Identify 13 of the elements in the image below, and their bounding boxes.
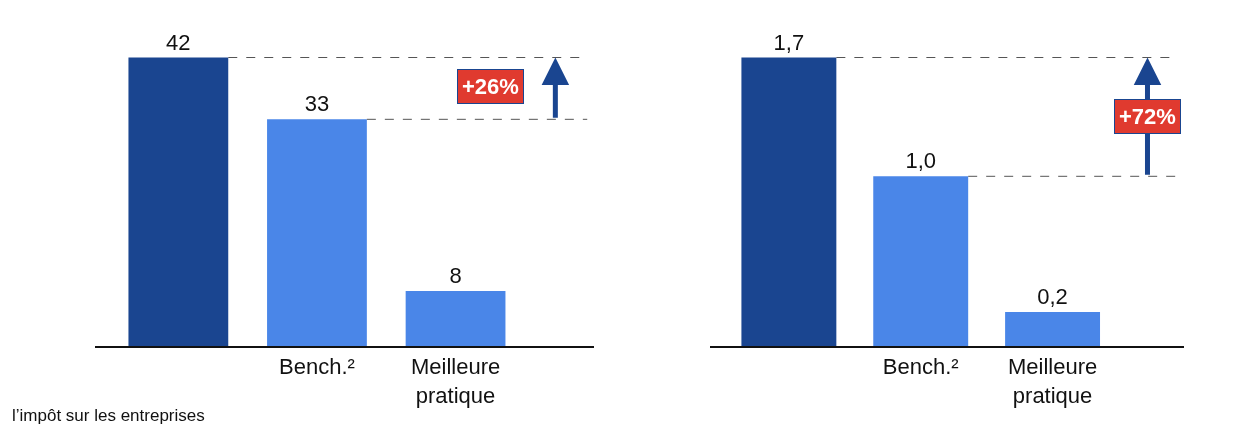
x-tick-label: Meilleure pratique [1007,354,1098,408]
data-label: 1,7 [773,29,805,55]
text: l’impôt sur les entreprises [12,406,205,425]
x-tick-label: Meilleure pratique [410,354,501,408]
annotation: +72% [1119,104,1176,129]
data-label: 1,0 [905,148,937,174]
x-tick-label: Bench.² [882,354,959,380]
x-tick-label: Bench.² [279,354,355,380]
annotation: +26% [462,74,519,99]
data-label: 8 [449,263,462,289]
data-label: 0,2 [1037,284,1068,310]
data-label: 42 [166,29,191,55]
data-label: 33 [304,91,330,117]
